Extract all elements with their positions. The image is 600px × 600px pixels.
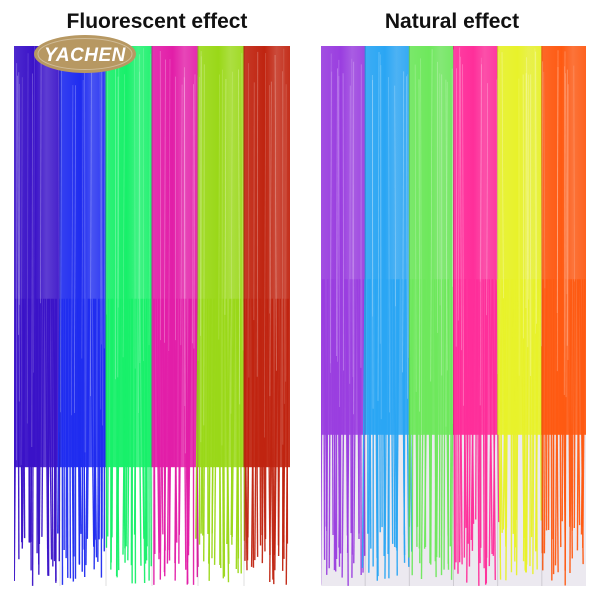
curtain-strip [195,46,246,583]
curtain-strip [151,46,200,585]
fluorescent-effect-title: Fluorescent effect [66,10,248,33]
curtain-strip [451,46,500,586]
natural-curtain-photo [321,46,586,586]
natural-curtain-strips [321,46,586,586]
curtain-strip [14,46,61,586]
logo-badge-icon: YACHEN [34,35,136,73]
logo-text: YACHEN [44,45,127,66]
curtain-strip [57,46,107,585]
natural-effect-title: Natural effect [384,10,520,33]
curtain-strip [243,46,290,585]
yachen-logo: YACHEN [33,34,137,74]
fluorescent-curtain-photo [14,46,290,586]
curtain-strip [105,46,153,584]
curtain-strip [361,46,413,581]
curtain-strip [496,46,543,581]
curtain-strip [321,46,366,586]
curtain-strip [541,46,586,586]
fluorescent-curtain-strips [14,46,290,586]
curtain-strip [408,46,454,580]
